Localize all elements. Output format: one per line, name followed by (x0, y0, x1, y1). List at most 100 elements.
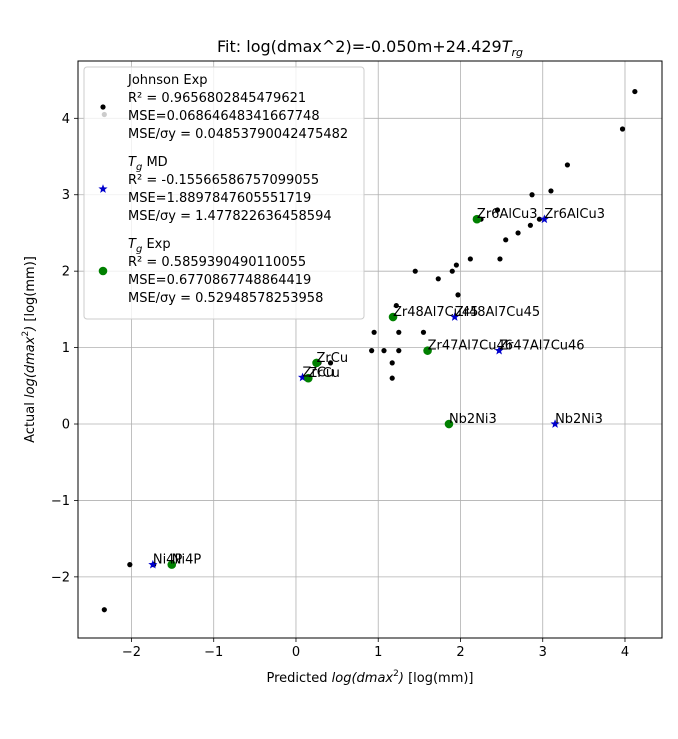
data-point-dot (396, 348, 402, 354)
point-label: Ni4P (172, 553, 202, 568)
x-axis-label-math: log(dmax (332, 671, 394, 686)
data-point-dot (548, 188, 554, 194)
data-point-dot (381, 348, 387, 354)
data-point-dot (619, 126, 626, 132)
legend-entry-line: MSE/σy = 1.477822636458594 (128, 209, 332, 224)
legend-frame (83, 66, 365, 320)
point-label: Nb2Ni3 (449, 412, 497, 427)
point-label: Zr48Al7Cu45 (393, 305, 478, 320)
point-label: Zr47Al7Cu46 (499, 339, 584, 354)
chart-title-math: T (502, 37, 513, 56)
data-point-circle (444, 419, 454, 429)
data-point-dot (389, 360, 395, 366)
data-point-dot (536, 216, 543, 222)
data-point-dot (412, 268, 418, 274)
data-point-dot (455, 292, 461, 298)
point-label: Zr6AlCu3 (477, 207, 538, 222)
data-point-star (148, 559, 158, 569)
data-point-star (494, 345, 504, 355)
y-axis-label-sup: 2 (21, 331, 31, 337)
data-point-dot (497, 256, 503, 262)
data-point-circle (423, 346, 432, 355)
x-tick-label: 2 (456, 645, 464, 660)
data-point-dot (435, 276, 441, 282)
data-point-circle (167, 560, 177, 569)
x-tick-label: 4 (621, 645, 629, 660)
legend-math: T (128, 155, 137, 170)
x-axis-label: Predicted log(dmax2) [log(mm)] (266, 669, 473, 686)
data-point-dot (389, 375, 395, 381)
legend: Johnson Exp R² = 0.9656802845479621 MSE=0.… (83, 66, 365, 320)
legend-marker-star (98, 184, 108, 193)
data-point-dot (503, 237, 509, 243)
point-label: ZrCu (308, 366, 340, 381)
chart-title-text: Fit: log(dmax^2)=-0.050m+24.429 (217, 37, 502, 56)
point-label: ZrCu (303, 365, 335, 380)
data-point-dot (371, 329, 377, 335)
data-point-dot (327, 360, 334, 366)
y-tick-label: −2 (51, 570, 70, 585)
legend-entry-line: R² = -0.15566586757099055 (128, 173, 319, 188)
data-point-dot (527, 222, 533, 228)
point-label: Ni4P (153, 553, 183, 568)
point-label: Zr47Al7Cu46 (428, 339, 513, 354)
legend-math: T (128, 237, 137, 252)
legend-entry-line: MSE/σy = 0.52948578253958 (128, 291, 323, 306)
axis-ticks: −2 −1 0 1 2 3 4 −2 −1 0 1 2 3 4 (51, 112, 629, 660)
data-point-dot (632, 88, 638, 95)
data-point-dot (420, 329, 427, 335)
legend-entry-line: Tg Exp (128, 237, 171, 255)
data-point-dot (393, 302, 399, 309)
legend-entry-line: R² = 0.9656802845479621 (128, 91, 306, 106)
y-tick-label: 0 (62, 418, 70, 433)
data-point-dot (494, 207, 501, 213)
data-point-dot (369, 348, 375, 354)
y-axis-label-math: log(dmax (23, 336, 38, 398)
data-point-star (539, 214, 549, 224)
y-tick-label: −1 (51, 494, 70, 509)
data-point-circle (472, 214, 482, 224)
data-point-dot (127, 562, 133, 568)
point-label: ZrCu (317, 351, 349, 366)
point-label: Zr6AlCu3 (544, 207, 605, 222)
x-tick-label: 0 (292, 645, 300, 660)
legend-math-sub: g (136, 244, 142, 255)
legend-math-sub: g (136, 162, 142, 173)
legend-entry-line: MSE=1.8897847605551719 (128, 191, 311, 206)
legend-entry-line: Tg MD (128, 155, 168, 173)
plot-frame (77, 60, 663, 639)
data-points (101, 88, 638, 613)
y-axis-label-prefix: Actual (23, 398, 38, 443)
point-annotations: Ni4P ZrCu Zr48Al7Cu45 Zr47Al7Cu46 Nb2Ni3 Zr6A… (153, 207, 605, 567)
chart-title-math-sub: rg (511, 46, 523, 59)
x-tick-label: 3 (539, 645, 547, 660)
data-point-dot (396, 329, 402, 335)
x-axis-label-sup: 2 (393, 669, 399, 679)
legend-marker-circle (98, 266, 108, 276)
legend-name-rest: MD (142, 155, 167, 170)
data-point-circle (304, 373, 313, 383)
x-tick-label: −2 (122, 645, 141, 660)
chart-title: Fit: log(dmax^2)=-0.050m+24.429Trg (217, 37, 523, 59)
data-point-dot (101, 607, 107, 613)
y-tick-label: 1 (62, 341, 70, 356)
legend-entry-line: MSE=0.6770867748864419 (128, 273, 311, 288)
x-axis-label-prefix: Predicted (266, 671, 331, 686)
point-label: Nb2Ni3 (555, 412, 603, 427)
legend-entry-line: Johnson Exp (127, 73, 208, 88)
y-axis-label-math-end: ) (23, 326, 38, 332)
x-tick-label: 1 (374, 645, 382, 660)
data-point-star (297, 372, 308, 382)
x-tick-label: −1 (204, 645, 223, 660)
x-axis-label-math-end: ) (398, 671, 404, 686)
data-point-circle (388, 312, 398, 322)
legend-marker-dot (100, 104, 106, 110)
data-point-dot (564, 162, 571, 168)
legend-entry-line: R² = 0.5859390490110055 (128, 255, 306, 270)
y-tick-label: 4 (62, 112, 70, 127)
y-tick-label: 2 (62, 265, 70, 280)
data-point-star (550, 419, 560, 428)
y-axis-label-unit: [log(mm)] (23, 256, 38, 326)
data-point-dot (467, 256, 473, 262)
